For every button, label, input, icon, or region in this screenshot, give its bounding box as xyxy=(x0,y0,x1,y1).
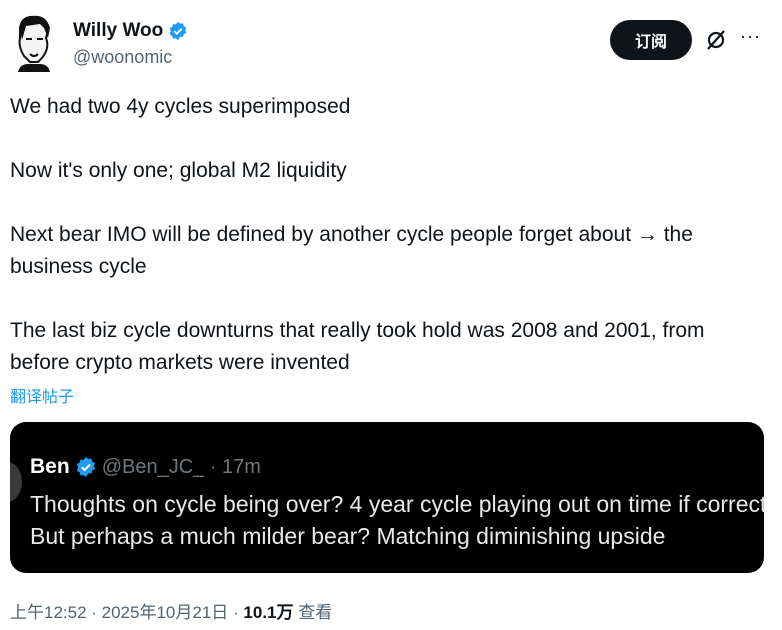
subscribe-button[interactable]: 订阅 xyxy=(610,20,692,60)
views-label: 查看 xyxy=(293,603,333,622)
quote-author-name: Ben xyxy=(30,455,70,478)
author-name[interactable]: Willy Woo xyxy=(73,20,188,42)
avatar[interactable] xyxy=(12,14,56,72)
tweet-paragraph: The last biz cycle downturns that really… xyxy=(10,319,705,374)
quote-line: Thoughts on cycle being over? 4 year cyc… xyxy=(30,491,764,517)
more-icon[interactable]: ··· xyxy=(740,26,761,46)
tweet-paragraph: Next bear IMO will be defined by another… xyxy=(10,223,693,278)
timestamp[interactable]: 上午12:52 · 2025年10月21日 · xyxy=(10,603,244,622)
translate-post-link[interactable]: 翻译帖子 xyxy=(10,389,75,406)
quote-meta: @Ben_JC_ · 17m xyxy=(101,455,261,478)
tweet-paragraph: We had two 4y cycles superimposed xyxy=(10,95,351,118)
quote-text: Thoughts on cycle being over? 4 year cyc… xyxy=(30,488,764,552)
author-handle[interactable]: @woonomic xyxy=(73,47,173,67)
verified-badge-icon xyxy=(170,21,187,41)
quote-line: But perhaps a much milder bear? Matching… xyxy=(30,523,666,549)
quoted-tweet[interactable]: Ben @Ben_JC_ · 17m Thoughts on cycle bei… xyxy=(10,422,764,573)
quote-avatar xyxy=(10,462,22,502)
tweet-footer: 上午12:52 · 2025年10月21日 · 10.1万 查看 xyxy=(10,598,332,623)
grok-icon[interactable] xyxy=(704,28,728,52)
tweet-text: We had two 4y cycles superimposed Now it… xyxy=(10,91,770,379)
tweet-paragraph: Now it's only one; global M2 liquidity xyxy=(10,159,347,182)
verified-badge-icon xyxy=(76,456,95,478)
view-count: 10.1万 xyxy=(243,603,294,622)
quote-header: Ben @Ben_JC_ · 17m xyxy=(30,455,261,479)
